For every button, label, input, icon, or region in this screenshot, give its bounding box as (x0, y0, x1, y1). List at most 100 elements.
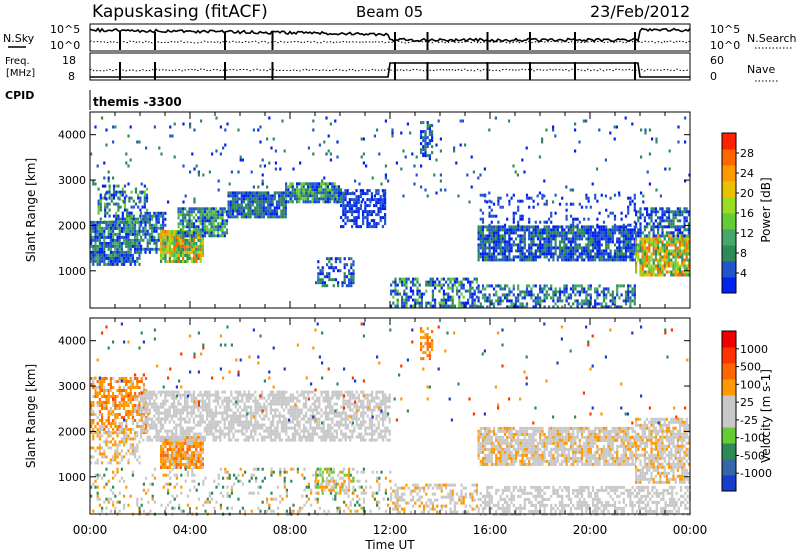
heat-cell (629, 243, 632, 247)
freq-label: Freq. (5, 56, 30, 67)
heat-cell (616, 287, 619, 291)
heat-cell (313, 185, 316, 189)
heat-cell (103, 259, 106, 263)
heat-cell (151, 217, 154, 221)
heat-cell (622, 252, 625, 256)
heat-cell (342, 204, 345, 208)
heat-cell (337, 185, 340, 189)
heat-cell (115, 217, 118, 221)
heat-cell (309, 182, 312, 186)
heat-cell (251, 191, 254, 195)
heat-cell (362, 216, 365, 220)
heat-cell (193, 466, 196, 469)
heat-cell (131, 410, 134, 413)
heat-cell (90, 407, 93, 410)
heat-cell (646, 246, 649, 250)
heat-cell (134, 455, 137, 459)
heat-cell (182, 239, 185, 242)
heat-cell (346, 219, 349, 223)
heat-cell (99, 199, 102, 203)
heat-cell (394, 277, 397, 281)
heat-cell (348, 192, 351, 196)
heat-cell (112, 190, 116, 194)
heat-cell (508, 255, 511, 259)
heat-cell (545, 252, 548, 256)
heat-cell (541, 231, 544, 235)
heat-cell (210, 432, 213, 436)
heat-cell (426, 127, 429, 131)
heat-cell (210, 417, 213, 421)
heat-cell (201, 213, 204, 217)
heat-cell (359, 207, 362, 211)
heat-cell (217, 399, 220, 403)
heat-cell (307, 191, 310, 195)
heat-cell (109, 458, 112, 462)
heat-cell (364, 204, 367, 208)
heat-cell (181, 426, 184, 430)
heat-cell (210, 210, 213, 214)
heat-cell (552, 252, 555, 256)
heat-cell (624, 299, 628, 303)
heat-cell (591, 255, 595, 259)
heat-cell (321, 269, 324, 273)
heat-cell (186, 445, 189, 448)
heat-cell (359, 195, 362, 199)
heat-cell (236, 194, 239, 198)
heat-cell (98, 235, 101, 239)
heat-cell (224, 143, 227, 147)
heat-cell (635, 210, 638, 214)
heat-cell (148, 238, 151, 242)
heat-cell (193, 460, 196, 463)
heat-cell (554, 225, 557, 229)
heat-cell (364, 207, 367, 211)
heat-cell (94, 244, 97, 248)
heat-cell (572, 246, 575, 250)
heat-cell (668, 225, 671, 229)
heat-cell (148, 217, 151, 221)
heat-cell (670, 225, 673, 229)
heat-cell (464, 277, 467, 281)
heat-cell (151, 247, 154, 251)
heat-cell (219, 216, 222, 220)
heat-cell (335, 188, 338, 192)
heat-cell (558, 249, 562, 253)
heat-cell (188, 445, 191, 448)
heat-cell (455, 161, 458, 165)
heat-cell (683, 216, 686, 220)
heat-cell (181, 435, 184, 439)
heat-cell (343, 275, 346, 279)
heat-cell (219, 213, 222, 217)
heat-cell (532, 237, 535, 241)
heat-cell (565, 296, 568, 300)
heat-cell (212, 420, 215, 424)
heat-cell (221, 417, 224, 421)
heat-cell (101, 247, 104, 251)
heat-cell (328, 266, 331, 270)
heat-cell (503, 223, 507, 227)
heat-cell (131, 383, 134, 386)
heat-cell (685, 273, 688, 277)
heat-cell (490, 240, 493, 244)
heat-cell (670, 240, 673, 244)
heat-cell (273, 206, 276, 210)
heat-cell (296, 185, 299, 189)
heat-cell (484, 240, 487, 244)
heat-cell (329, 200, 332, 204)
heat-cell (309, 185, 312, 189)
heat-cell (131, 226, 134, 230)
heat-cell (223, 210, 226, 214)
heat-cell (162, 239, 165, 242)
heat-cell (223, 225, 226, 229)
heat-cell (142, 392, 145, 395)
heat-cell (420, 133, 423, 137)
heat-cell (153, 241, 156, 245)
heat-cell (291, 200, 294, 204)
heat-cell (123, 235, 126, 239)
heat-cell (670, 273, 673, 277)
heat-cell (112, 241, 115, 245)
heat-cell (440, 277, 443, 281)
heat-cell (558, 240, 562, 244)
heat-cell (326, 182, 329, 186)
heat-cell (164, 245, 167, 248)
heat-cell (136, 256, 139, 260)
